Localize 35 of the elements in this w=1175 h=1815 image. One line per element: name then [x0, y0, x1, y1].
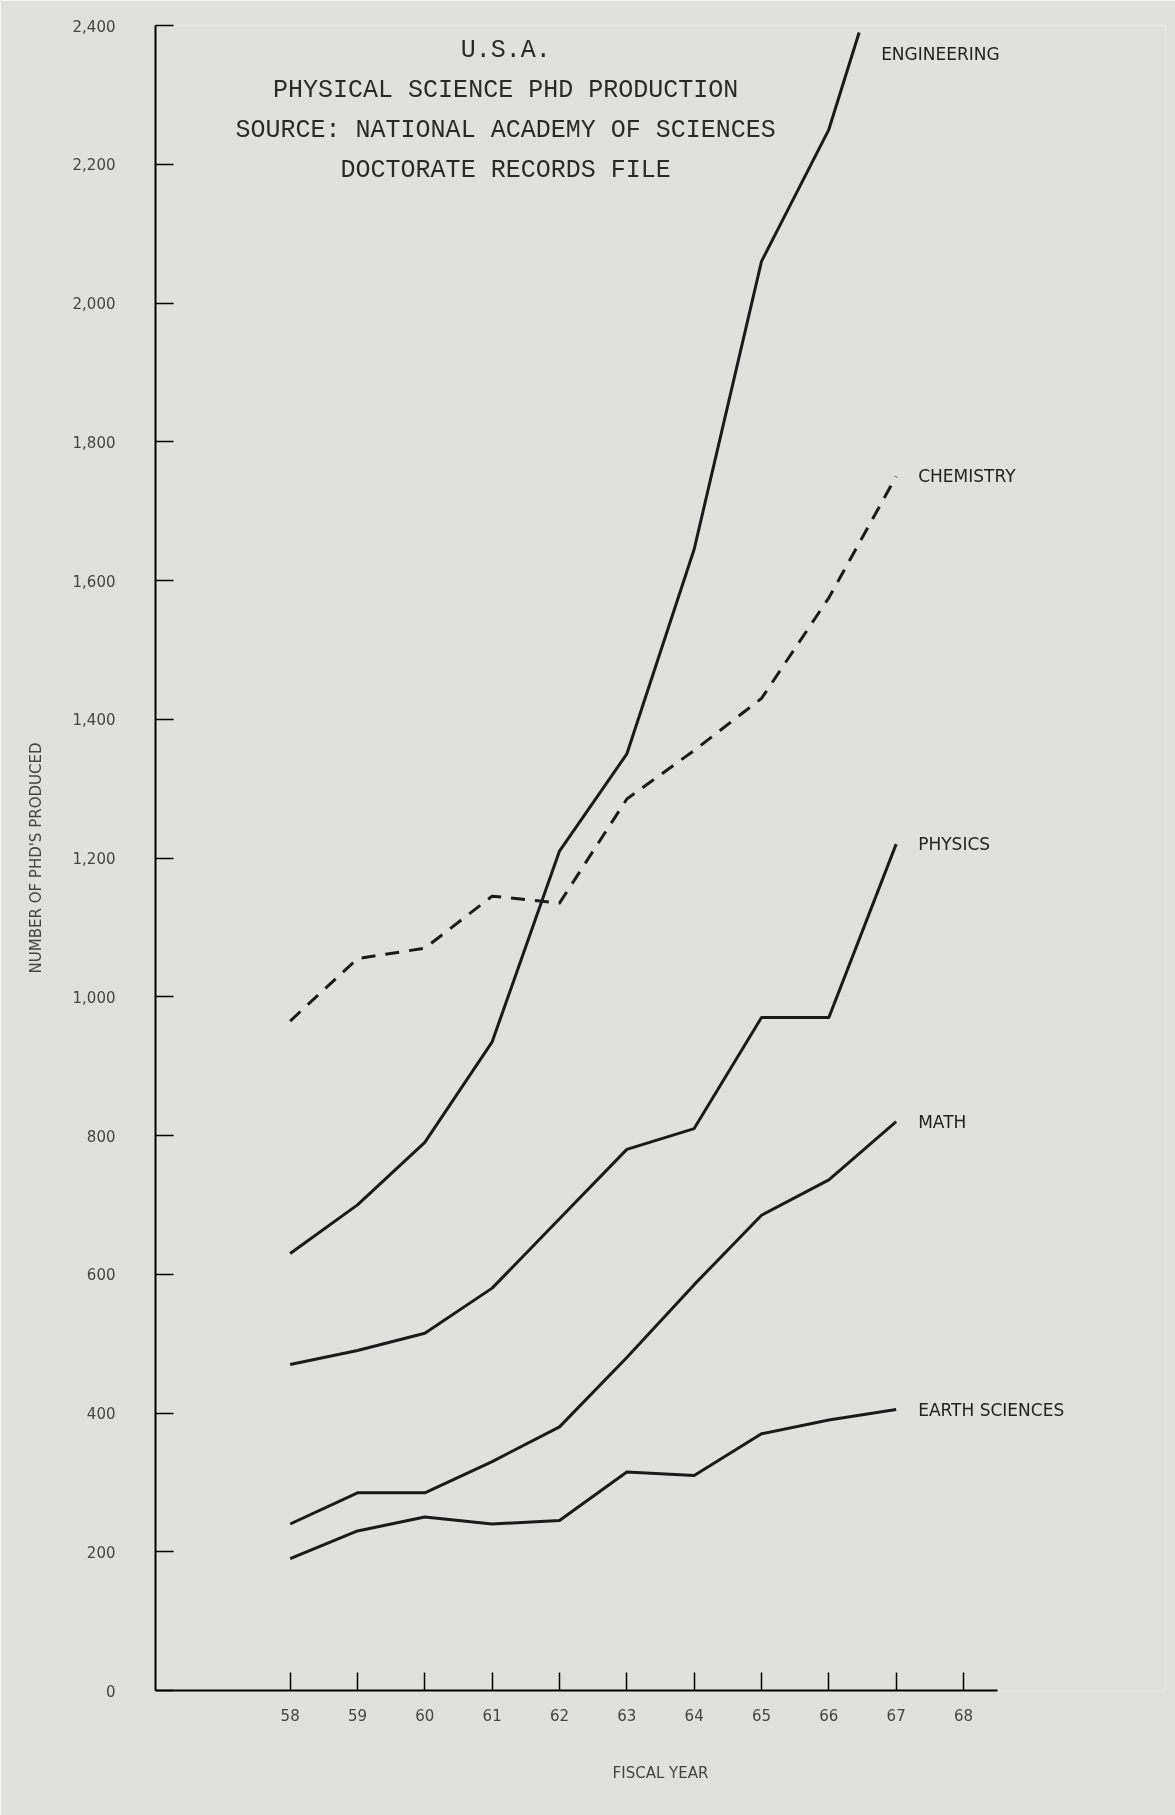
y-tick-label: 1,800: [72, 433, 116, 452]
series-label: PHYSICS: [918, 834, 991, 855]
series-label: CHEMISTRY: [918, 466, 1017, 487]
x-tick-label: 68: [953, 1706, 974, 1725]
series-label: EARTH SCIENCES: [918, 1399, 1065, 1420]
y-tick-label: 1,000: [72, 988, 116, 1007]
y-tick-label: 0: [105, 1682, 116, 1701]
y-tick-label: 600: [86, 1266, 116, 1285]
x-tick-label: 63: [617, 1706, 637, 1725]
y-tick-label: 200: [86, 1543, 116, 1562]
x-tick-label: 60: [415, 1706, 435, 1725]
x-tick-label: 62: [549, 1706, 570, 1725]
series-label: ENGINEERING: [881, 44, 1000, 65]
y-tick-label: 2,000: [72, 295, 116, 313]
x-axis-title: FISCAL YEAR: [612, 1763, 709, 1782]
series-label: MATH: [918, 1111, 967, 1132]
x-tick-label: 67: [886, 1706, 906, 1725]
annotation: DOCTORATE RECORDS FILE: [340, 155, 671, 185]
x-tick-label: 58: [280, 1706, 300, 1725]
x-tick-label: 65: [751, 1706, 772, 1725]
y-axis-title: NUMBER OF PHD'S PRODUCED: [26, 742, 45, 974]
x-tick-label: 61: [482, 1706, 502, 1725]
x-tick-label: 64: [684, 1706, 704, 1725]
y-tick-label: 800: [86, 1127, 116, 1146]
annotation: SOURCE: NATIONAL ACADEMY OF SCIENCES: [235, 115, 776, 145]
y-tick-label: 1,600: [72, 572, 116, 591]
chart-title: U.S.A.: [460, 35, 551, 65]
y-tick-label: 2,200: [72, 156, 116, 175]
x-tick-label: 59: [347, 1706, 368, 1725]
y-tick-label: 400: [86, 1405, 116, 1423]
y-tick-label: 1,200: [72, 850, 116, 868]
y-tick-label: 1,400: [72, 711, 116, 730]
x-tick-label: 66: [819, 1706, 839, 1725]
y-tick-label: 2,400: [72, 17, 116, 36]
text: PHYSICAL SCIENCE PHD PRODUCTION: [273, 75, 739, 105]
